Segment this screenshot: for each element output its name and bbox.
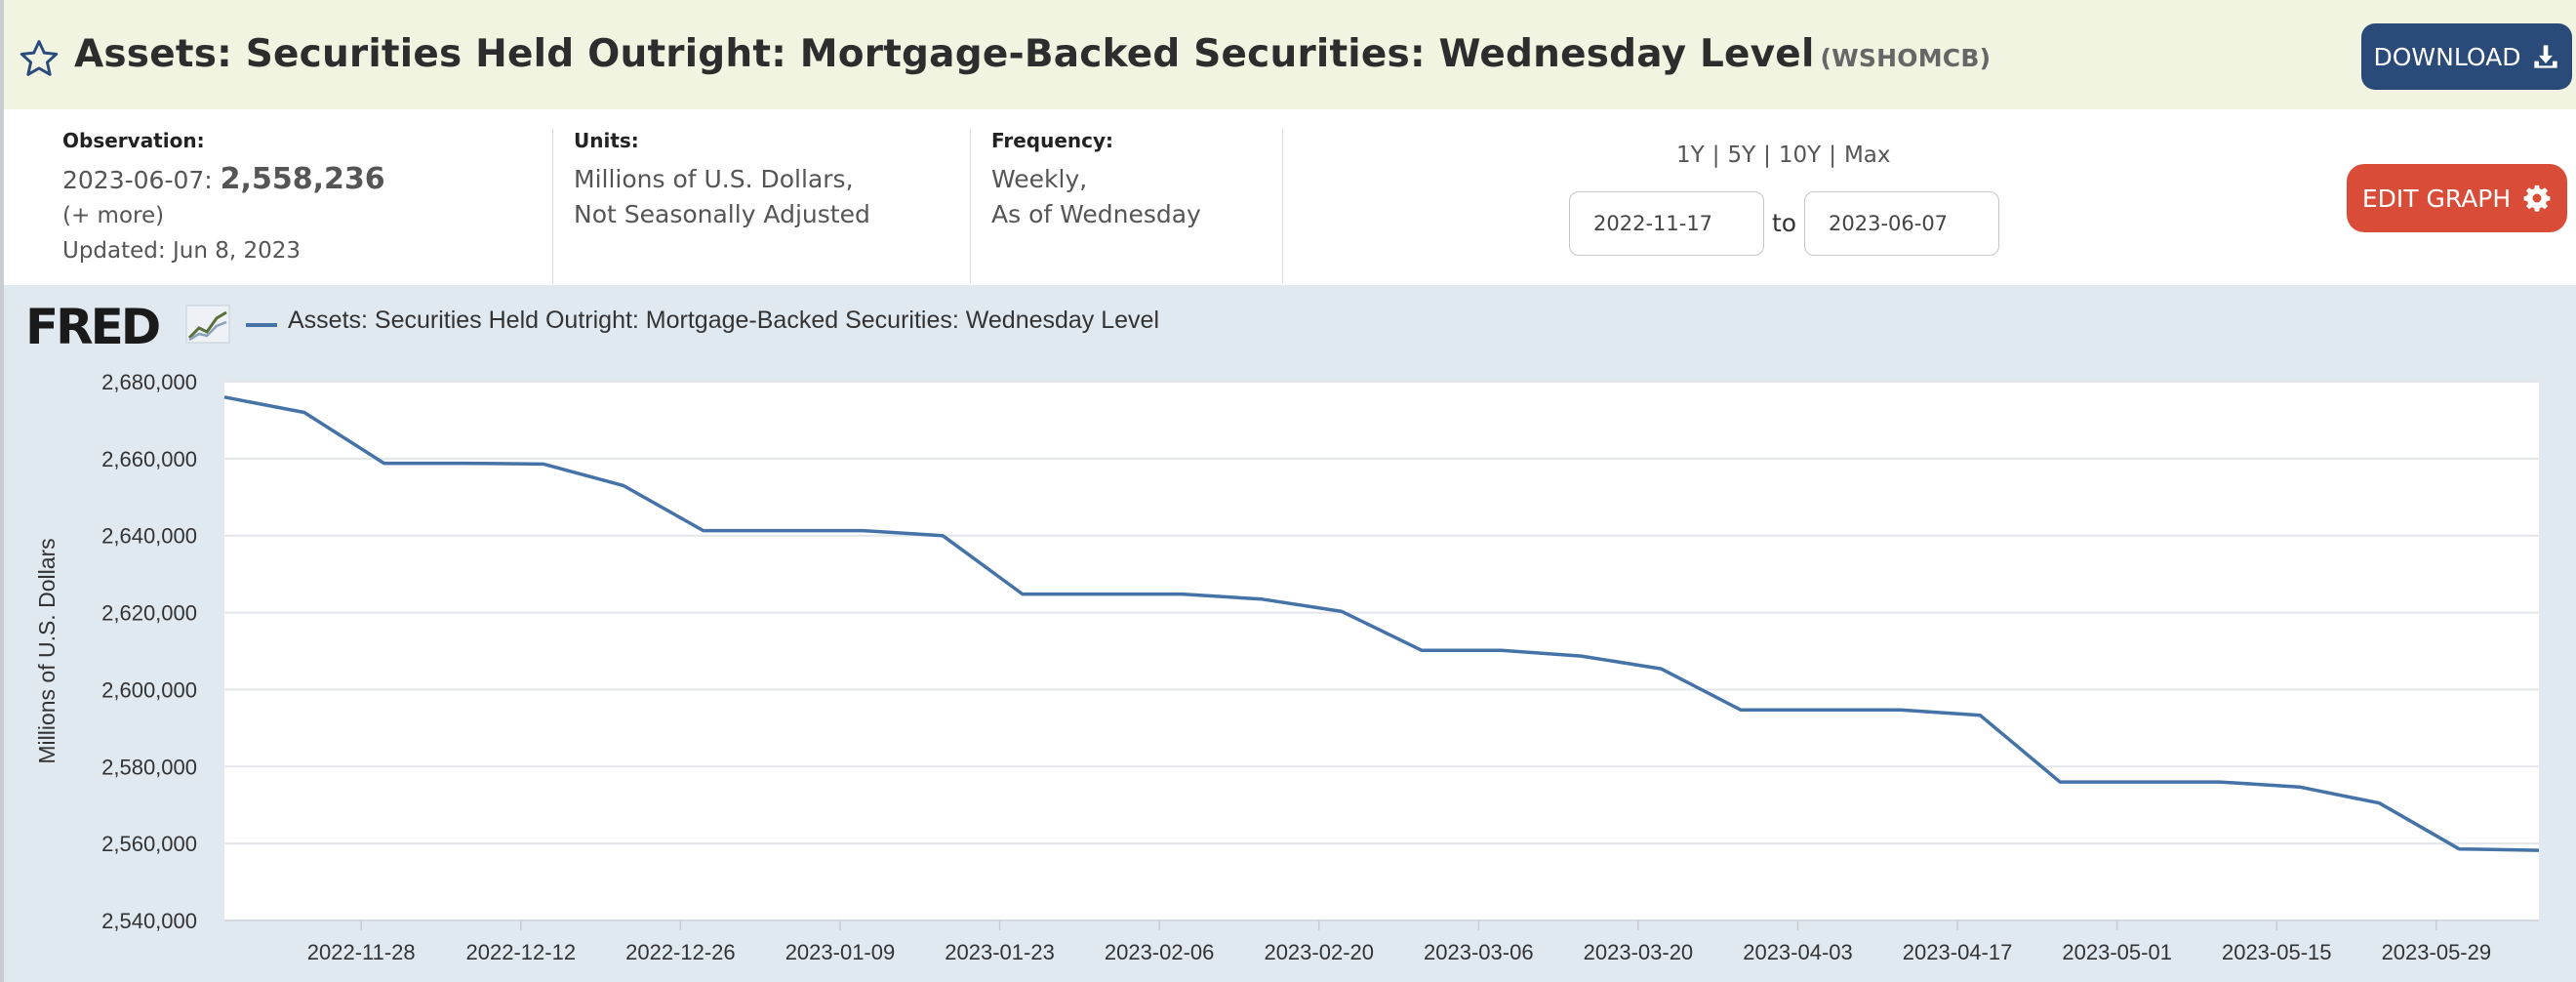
start-date-input[interactable]: 2022-11-17 [1569, 191, 1764, 256]
frequency-line-1: Weekly, [991, 165, 1088, 193]
legend-label: Assets: Securities Held Outright: Mortga… [288, 307, 1160, 334]
frequency-label: Frequency: [991, 129, 1114, 152]
frequency-block: Frequency: Weekly, As of Wednesday [991, 129, 1201, 232]
y-tick-label: 2,680,000 [101, 370, 197, 394]
observation-label: Observation: [62, 129, 205, 152]
range-selector: 1Y | 5Y | 10Y | Max [1676, 143, 1891, 168]
legend-swatch [246, 323, 277, 327]
range-separator: | [1711, 143, 1720, 168]
x-tick-label: 2023-02-20 [1264, 940, 1374, 964]
y-tick-label: 2,580,000 [101, 755, 197, 779]
x-tick-label: 2023-05-29 [2382, 940, 2492, 964]
x-tick-label: 2023-05-15 [2222, 940, 2332, 964]
range-separator: | [1763, 143, 1771, 168]
x-tick-label: 2023-01-09 [785, 940, 896, 964]
updated-text: Updated: Jun 8, 2023 [62, 238, 301, 264]
x-tick-label: 2023-04-17 [1903, 940, 2013, 964]
gear-icon [2523, 184, 2551, 212]
x-tick-label: 2023-03-20 [1584, 940, 1694, 964]
info-panel: Observation: 2023-06-07: 2,558,236 (+ mo… [0, 109, 2576, 285]
units-label: Units: [574, 129, 639, 152]
plot-area [224, 382, 2539, 921]
y-tick-label: 2,640,000 [101, 524, 197, 549]
observation-block: Observation: 2023-06-07: 2,558,236 (+ mo… [62, 129, 385, 268]
divider [1282, 129, 1283, 283]
x-tick-label: 2022-11-28 [307, 940, 416, 964]
line-chart: 2,540,000 2,560,000 2,580,000 2,600,000 2,62… [34, 370, 2540, 964]
range-5y[interactable]: 5Y [1727, 143, 1756, 168]
star-icon[interactable] [18, 37, 60, 80]
x-tick-label: 2023-03-06 [1424, 940, 1534, 964]
series-line [223, 395, 2540, 852]
series-id: (WSHOMCB) [1820, 44, 1992, 72]
edit-graph-button[interactable]: EDIT GRAPH [2347, 164, 2567, 232]
download-button[interactable]: DOWNLOAD [2361, 23, 2572, 90]
units-block: Units: Millions of U.S. Dollars, Not Sea… [574, 129, 870, 232]
x-tick-label: 2023-05-01 [2062, 940, 2172, 964]
range-max[interactable]: Max [1843, 143, 1891, 168]
more-link[interactable]: (+ more) [62, 203, 165, 228]
y-tick-label: 2,560,000 [101, 832, 197, 856]
range-separator: | [1829, 143, 1836, 168]
units-line-2: Not Seasonally Adjusted [574, 200, 870, 228]
divider [552, 129, 553, 283]
fred-chart-logo-icon [185, 305, 230, 344]
x-tick-label: 2023-04-03 [1743, 940, 1853, 964]
end-date-input[interactable]: 2023-06-07 [1804, 191, 1999, 256]
page-title: Assets: Securities Held Outright: Mortga… [74, 32, 1991, 76]
x-tick-label: 2023-01-23 [945, 940, 1055, 964]
download-icon [2534, 45, 2558, 68]
chart-area: FRED Assets: Securities Held Outright: M… [0, 285, 2576, 982]
x-tick-label: 2023-02-06 [1105, 940, 1215, 964]
observation-line: 2023-06-07: 2,558,236 [62, 162, 385, 198]
y-tick-label: 2,600,000 [101, 677, 197, 702]
y-tick-label: 2,540,000 [101, 909, 197, 933]
range-1y[interactable]: 1Y [1676, 143, 1705, 168]
series-title: Assets: Securities Held Outright: Mortga… [74, 32, 1815, 76]
observation-value: 2,558,236 [220, 162, 385, 196]
download-label: DOWNLOAD [2373, 42, 2521, 71]
edit-graph-label: EDIT GRAPH [2361, 184, 2512, 213]
title-bar: Assets: Securities Held Outright: Mortga… [0, 0, 2576, 109]
x-tick-label: 2022-12-12 [466, 940, 577, 964]
frequency-line-2: As of Wednesday [991, 200, 1201, 228]
divider [970, 129, 971, 283]
y-axis-title: Millions of U.S. Dollars [34, 538, 60, 763]
x-tick-label: 2022-12-26 [625, 940, 736, 964]
y-tick-label: 2,620,000 [101, 601, 197, 626]
units-line-1: Millions of U.S. Dollars, [574, 165, 854, 193]
fred-logo: FRED [25, 299, 161, 355]
y-tick-label: 2,660,000 [101, 447, 197, 471]
to-label: to [1772, 209, 1797, 237]
range-10y[interactable]: 10Y [1778, 143, 1822, 168]
observation-date: 2023-06-07: [62, 166, 213, 194]
